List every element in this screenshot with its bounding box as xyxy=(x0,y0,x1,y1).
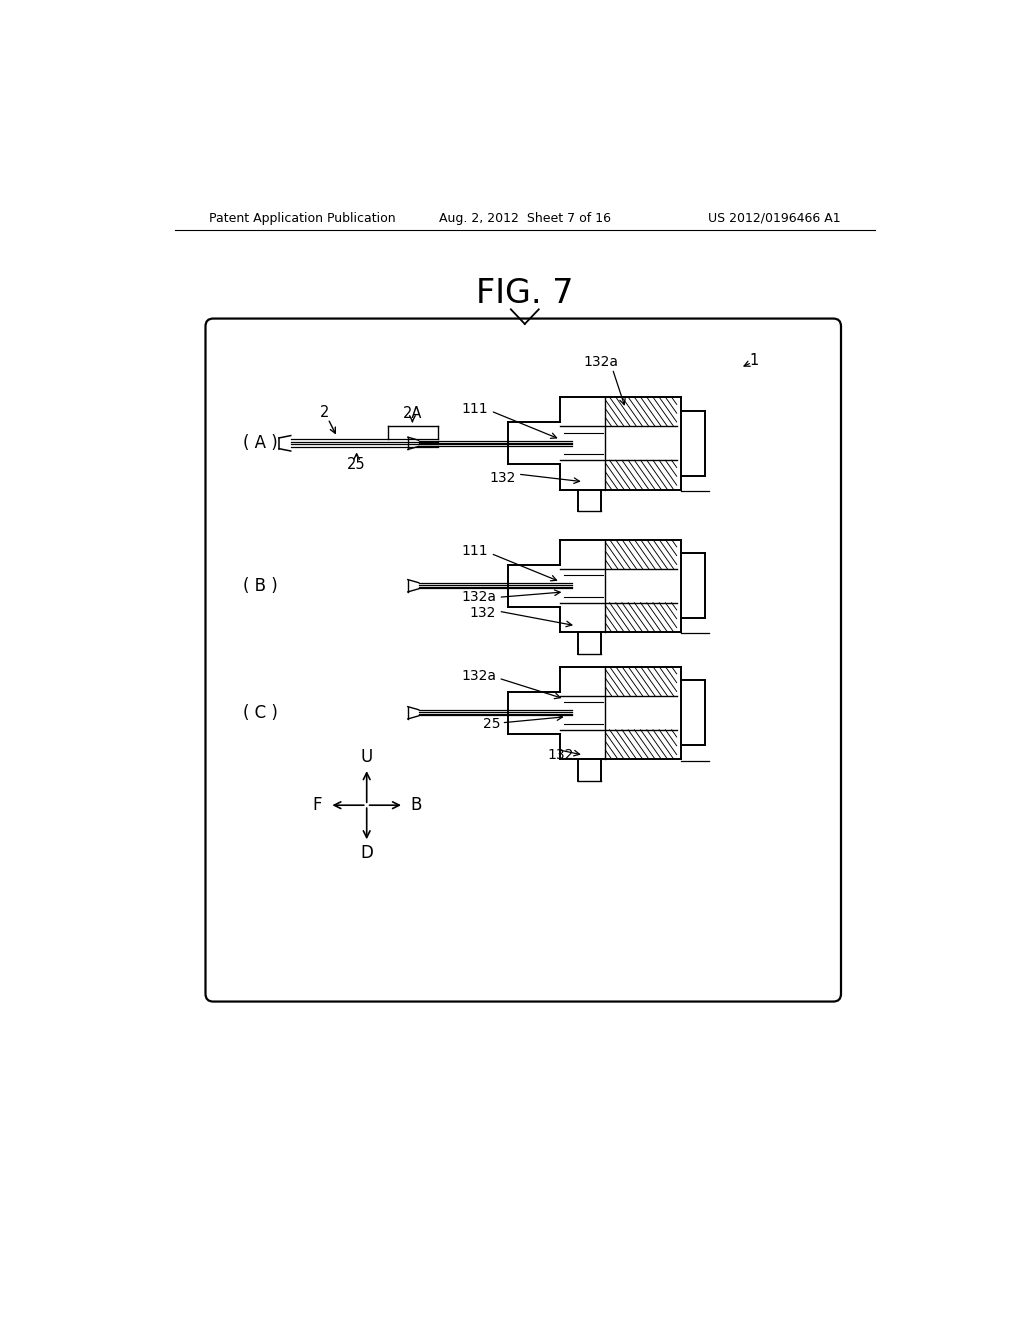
Text: Aug. 2, 2012  Sheet 7 of 16: Aug. 2, 2012 Sheet 7 of 16 xyxy=(439,213,610,224)
Text: 132a: 132a xyxy=(461,669,496,682)
Text: FIG. 7: FIG. 7 xyxy=(476,277,573,310)
Text: 25: 25 xyxy=(482,717,500,731)
Text: U: U xyxy=(360,748,373,767)
Text: 2: 2 xyxy=(319,405,329,420)
Text: ( C ): ( C ) xyxy=(243,704,278,722)
Text: ( B ): ( B ) xyxy=(243,577,278,595)
Text: 25: 25 xyxy=(347,457,366,473)
Text: US 2012/0196466 A1: US 2012/0196466 A1 xyxy=(709,213,841,224)
Text: 132a: 132a xyxy=(461,590,496,605)
FancyBboxPatch shape xyxy=(206,318,841,1002)
Text: 132: 132 xyxy=(470,606,496,619)
Text: F: F xyxy=(312,796,322,814)
Text: 132a: 132a xyxy=(584,355,618,370)
Text: 1: 1 xyxy=(750,352,759,368)
Text: B: B xyxy=(411,796,422,814)
Text: Patent Application Publication: Patent Application Publication xyxy=(209,213,396,224)
Text: 111: 111 xyxy=(462,401,488,416)
Text: 2A: 2A xyxy=(402,405,422,421)
Text: 111: 111 xyxy=(462,544,488,558)
Text: ( A ): ( A ) xyxy=(243,434,278,453)
Text: 132: 132 xyxy=(489,471,515,484)
Text: D: D xyxy=(360,843,373,862)
Text: 132: 132 xyxy=(547,748,573,762)
